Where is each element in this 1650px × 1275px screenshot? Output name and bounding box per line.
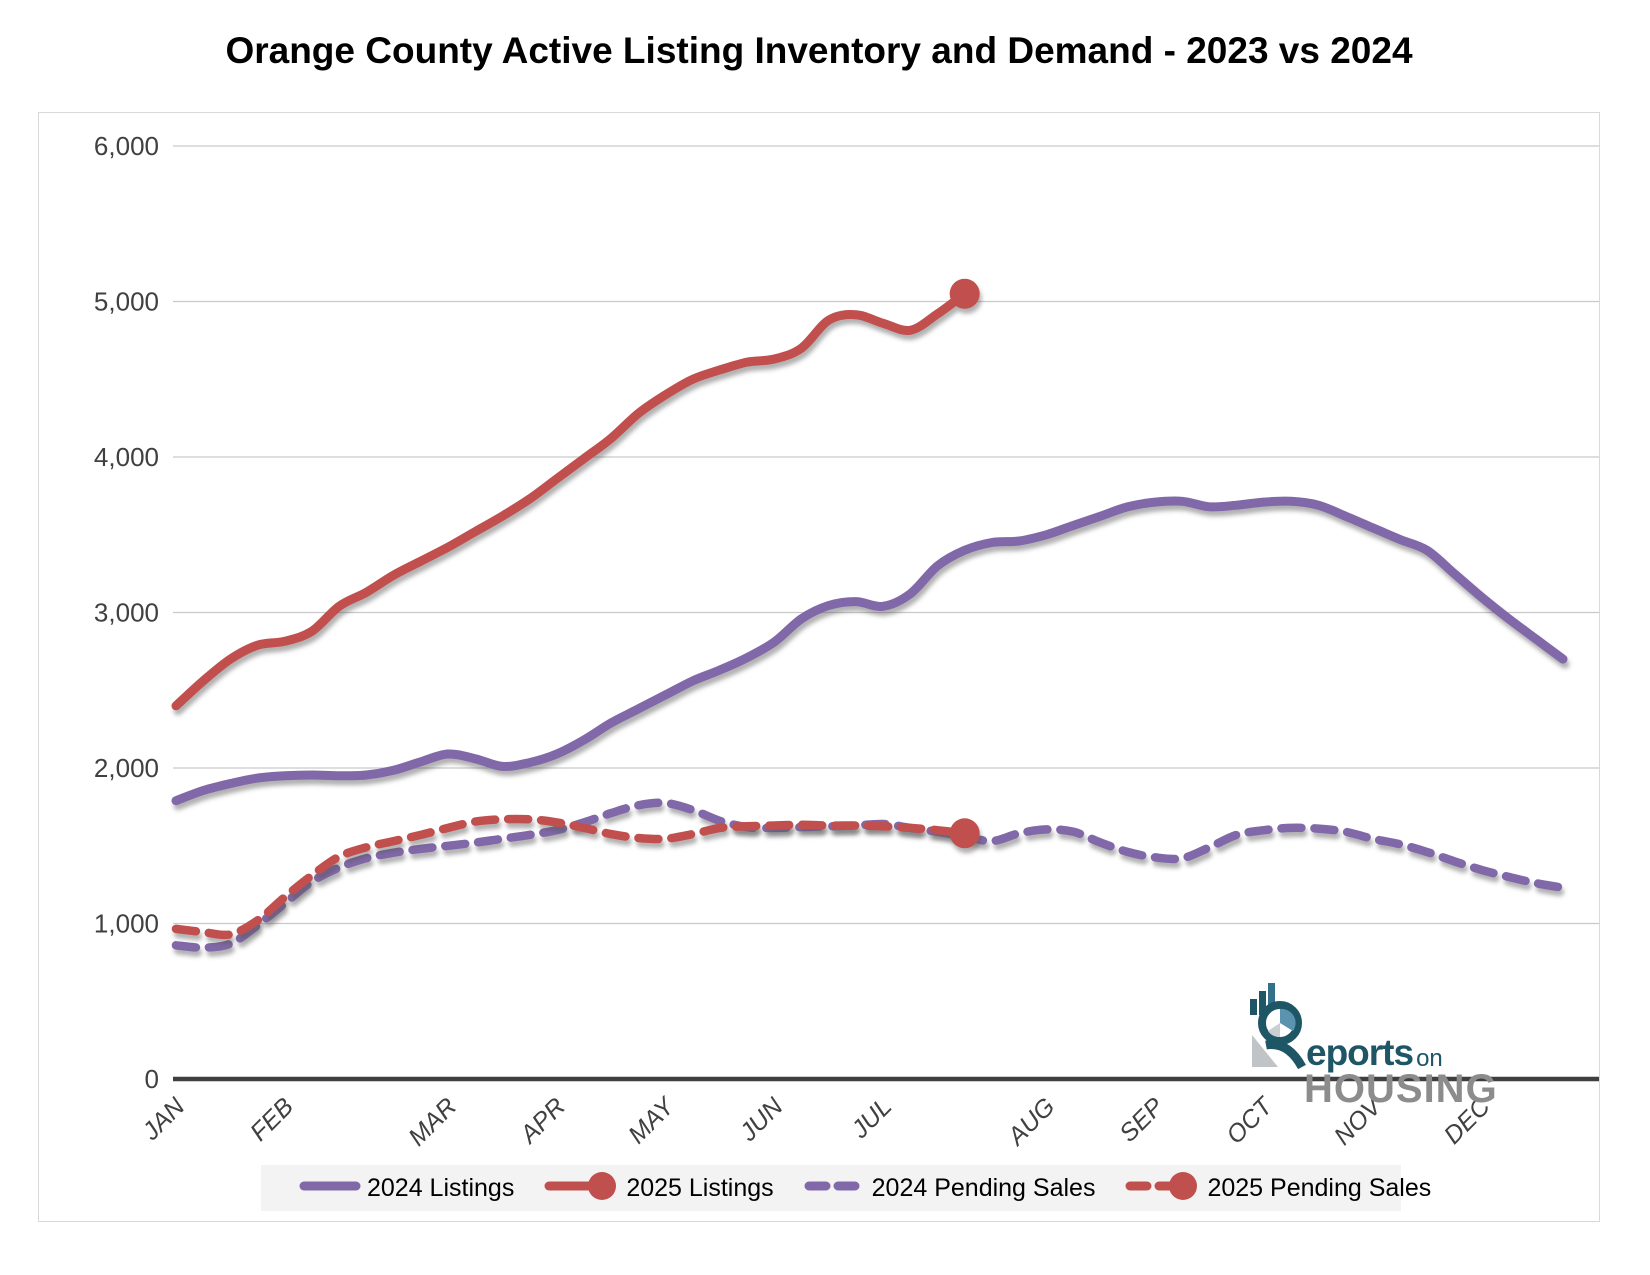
legend-swatch-dashed-purple-icon <box>804 1169 866 1208</box>
x-tick-label: JUL <box>845 1092 897 1144</box>
legend-item-2025-listings: 2025 Listings <box>544 1169 774 1208</box>
y-tick-label: 3,000 <box>94 598 159 628</box>
legend-label: 2024 Listings <box>367 1173 515 1202</box>
x-tick-label: AUG <box>1001 1092 1061 1152</box>
logo-r-chart-icon <box>1250 983 1306 1070</box>
logo-handle-triangle-icon <box>1252 1035 1278 1067</box>
logo-text-housing: HOUSING <box>1304 1067 1498 1111</box>
endpoint-dot-2025-listings <box>949 278 980 309</box>
x-tick-label: APR <box>513 1092 571 1150</box>
y-tick-label: 2,000 <box>94 753 159 783</box>
chart-canvas: 0 1,000 2,000 3,000 4,000 5,000 6,000 JAN FEB MAR… <box>38 112 1600 1222</box>
legend-label: 2025 Listings <box>626 1173 774 1202</box>
y-tick-label: 6,000 <box>94 131 159 161</box>
y-tick-label: 4,000 <box>94 442 159 472</box>
x-tick-label: FEB <box>245 1092 299 1146</box>
legend-label: 2024 Pending Sales <box>871 1173 1096 1202</box>
endpoint-dot-2025-pending-sales <box>949 818 980 849</box>
legend-swatch-solid-purple-icon <box>299 1169 361 1208</box>
x-tick-label: MAR <box>403 1092 462 1151</box>
y-tick-label: 1,000 <box>94 909 159 939</box>
reports-on-housing-logo: eports on HOUSING <box>1244 983 1499 1109</box>
series-line-2024-listings <box>171 496 1568 806</box>
legend-swatch-dashed-red-dot-icon <box>1125 1169 1201 1208</box>
series-group-2024-listings <box>171 496 1568 806</box>
legend-swatch-solid-red-dot-icon <box>544 1169 620 1208</box>
legend-label: 2025 Pending Sales <box>1207 1173 1432 1202</box>
legend-item-2025-pending-sales: 2025 Pending Sales <box>1125 1169 1431 1208</box>
legend: 2024 Listings 2025 Listings 2024 Pending… <box>261 1165 1431 1211</box>
x-tick-label: JAN <box>136 1092 191 1147</box>
logo-r-leg-icon <box>1265 1039 1306 1070</box>
logo-text-eports: eports <box>1306 1032 1414 1073</box>
x-tick-label: MAY <box>623 1091 681 1149</box>
chart-title: Orange County Active Listing Inventory a… <box>225 30 1413 71</box>
y-tick-label: 5,000 <box>94 287 159 317</box>
series-line-2025-listings <box>171 289 970 711</box>
legend-item-2024-listings: 2024 Listings <box>299 1169 514 1208</box>
series-group-2025-pending-sales <box>171 814 980 940</box>
x-tick-label: SEP <box>1114 1092 1169 1147</box>
y-tick-label: 0 <box>145 1064 159 1094</box>
logo-text-on: on <box>1416 1045 1443 1072</box>
x-tick-label: JUN <box>734 1092 790 1148</box>
logo-top-row: eports on <box>1244 983 1499 1071</box>
series-group-2025-listings <box>171 278 980 711</box>
series-line-2025-pending-sales <box>171 814 969 940</box>
x-tick-label: OCT <box>1221 1091 1279 1149</box>
plot-area-svg: 0 1,000 2,000 3,000 4,000 5,000 6,000 JAN FEB MAR… <box>94 131 1599 1152</box>
legend-item-2024-pending-sales: 2024 Pending Sales <box>804 1169 1096 1208</box>
